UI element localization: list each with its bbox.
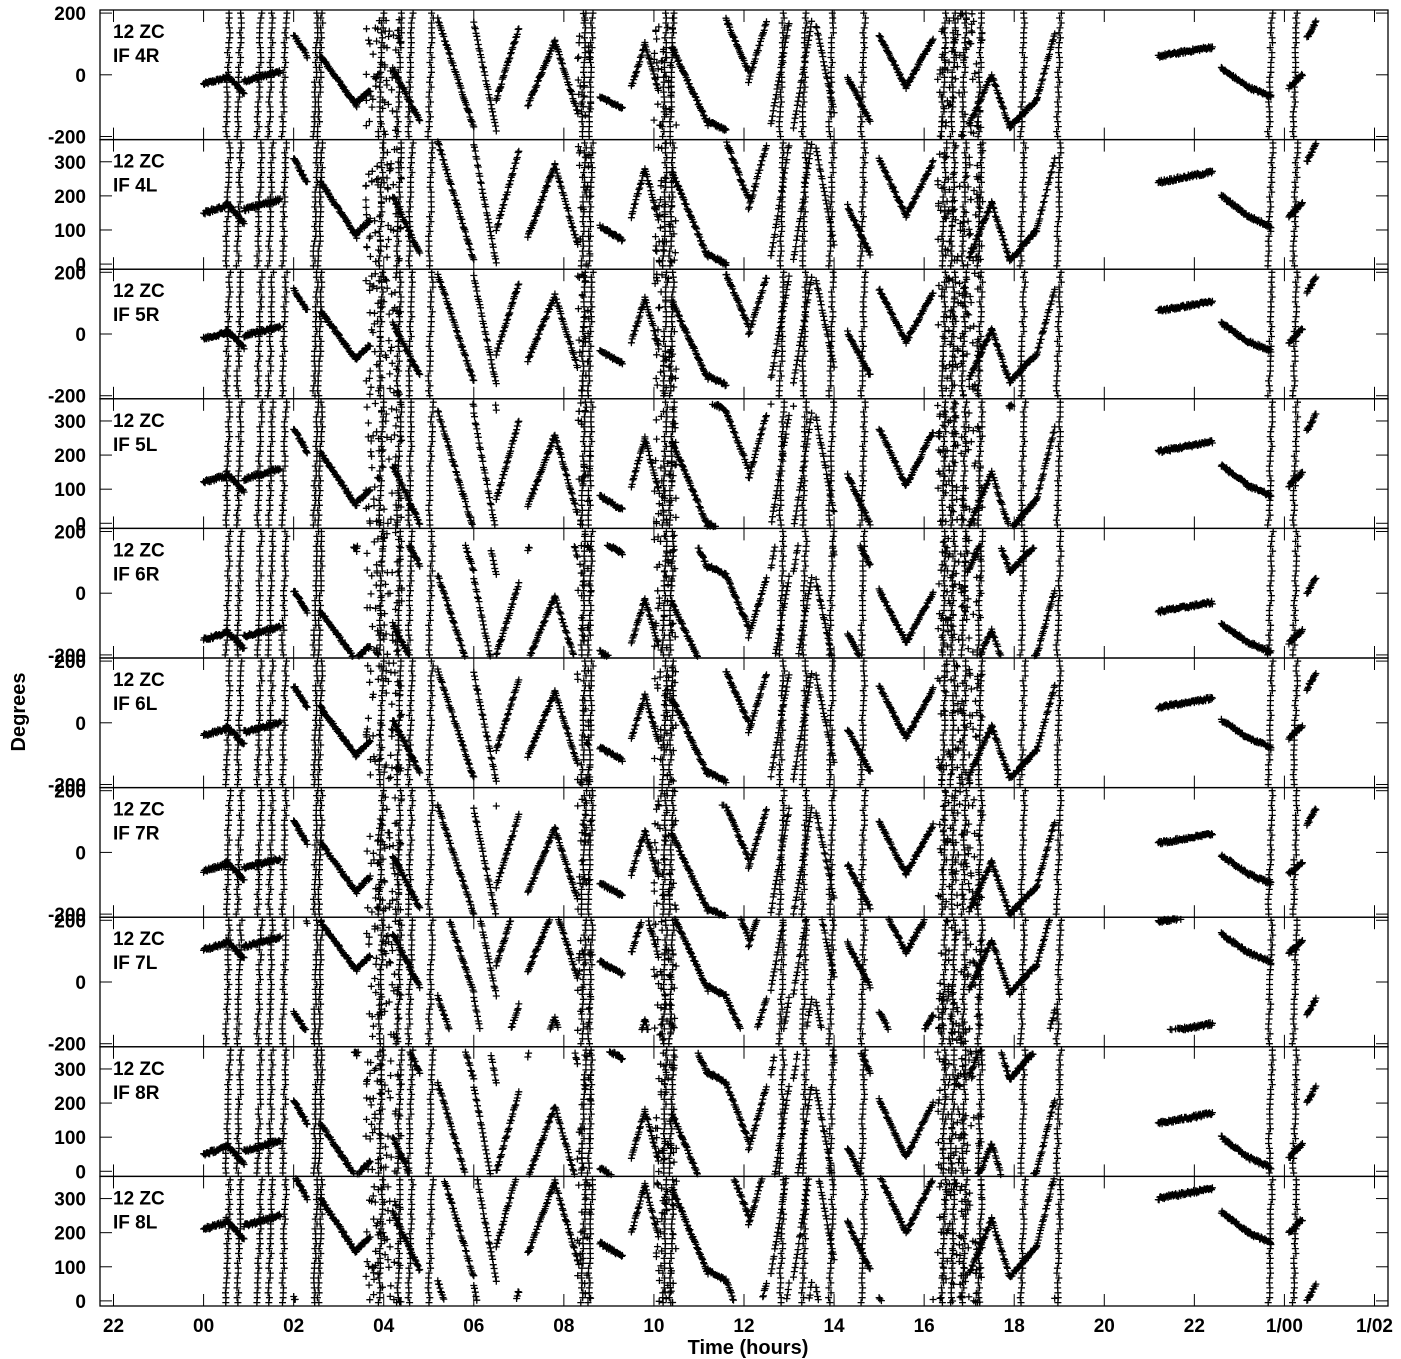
data-markers	[200, 915, 1320, 1048]
panel-if-label: IF 8R	[113, 1083, 160, 1104]
y-tick-label: 0	[75, 584, 86, 605]
y-tick-label: 300	[54, 412, 86, 433]
y-tick-label: 300	[54, 1060, 86, 1081]
panel-if-label: IF 6R	[113, 564, 160, 585]
panel-source-label: 12 ZC	[113, 152, 165, 173]
panel-if-5l: 300 200 100 0 12 ZC IF 5L	[54, 398, 1389, 535]
x-tick-label: 02	[283, 1316, 304, 1337]
y-tick-label: 0	[75, 1292, 86, 1313]
panel-if-8l: 300 200 100 0 12 ZC IF 8L	[54, 1175, 1389, 1313]
x-tick-label: 18	[1004, 1316, 1025, 1337]
y-tick-label: -200	[48, 1035, 86, 1056]
y-tick-label: 100	[54, 1258, 86, 1279]
y-tick-label: 200	[54, 446, 86, 467]
data-markers	[200, 528, 1320, 660]
panel-if-label: IF 6L	[113, 694, 158, 715]
panel-frame	[99, 9, 1389, 141]
y-tick-label: 200	[54, 4, 86, 25]
y-tick-label: 0	[75, 66, 86, 87]
y-tick-label: 200	[54, 263, 86, 284]
panel-frame	[99, 1046, 1389, 1178]
y-tick-label: 200	[54, 911, 86, 932]
x-tick-label: 14	[823, 1316, 845, 1337]
data-markers	[200, 1046, 1320, 1179]
y-tick-label: 100	[54, 221, 86, 242]
panel-source-label: 12 ZC	[113, 929, 165, 950]
panel-source-label: 12 ZC	[113, 1059, 165, 1080]
x-tick-label: 16	[914, 1316, 935, 1337]
y-tick-label: -200	[48, 646, 86, 667]
x-tick-label: 12	[733, 1316, 754, 1337]
panel-if-6r: 200 0 -200 12 ZC IF 6R	[48, 522, 1389, 667]
panel-if-4r: 200 0 -200 12 ZC IF 4R	[48, 4, 1389, 149]
panel-if-label: IF 5L	[113, 435, 158, 456]
panel-source-label: 12 ZC	[113, 670, 165, 691]
data-markers	[200, 787, 1320, 919]
y-axis-label: Degrees	[8, 673, 30, 752]
x-axis-tick-labels: 22 00 02 04 06 08 10 12 14 16 18 20 22 1/00 1/02	[103, 1316, 1393, 1337]
panel-if-5r: 200 0 -200 12 ZC IF 5R	[48, 263, 1389, 408]
panel-if-6l: 200 0 -200 12 ZC IF 6L	[48, 652, 1389, 797]
panel-source-label: 12 ZC	[113, 411, 165, 432]
y-tick-label: -200	[48, 776, 86, 797]
y-tick-label: 0	[75, 514, 86, 535]
y-tick-label: -200	[48, 387, 86, 408]
panel-if-label: IF 4R	[113, 46, 160, 67]
y-tick-label: 100	[54, 1128, 86, 1149]
x-tick-label: 08	[553, 1316, 574, 1337]
y-tick-label: 300	[54, 1190, 86, 1211]
y-tick-label: 200	[54, 187, 86, 208]
y-tick-label: 200	[54, 522, 86, 543]
data-markers	[200, 9, 1320, 140]
y-tick-label: 0	[75, 255, 86, 276]
y-tick-label: -200	[48, 905, 86, 926]
panel-if-7l: 200 0 -200 12 ZC IF 7L	[48, 911, 1389, 1056]
panel-source-label: 12 ZC	[113, 800, 165, 821]
x-axis-label: Time (hours)	[688, 1337, 809, 1359]
x-tick-label: 1/00	[1266, 1316, 1303, 1337]
panel-source-label: 12 ZC	[113, 540, 165, 561]
y-tick-label: 0	[75, 973, 86, 994]
data-markers	[200, 398, 1320, 531]
y-tick-label: 100	[54, 480, 86, 501]
y-tick-label: 0	[75, 1162, 86, 1183]
panel-if-label: IF 4L	[113, 176, 158, 197]
x-tick-label: 00	[193, 1316, 214, 1337]
panel-frame	[99, 657, 1389, 789]
data-markers	[200, 268, 1320, 400]
y-tick-label: 0	[75, 714, 86, 735]
panel-if-label: IF 7R	[113, 824, 160, 845]
x-tick-label: 20	[1094, 1316, 1115, 1337]
panel-if-4l: 300 200 100 0 12 ZC IF 4L	[54, 138, 1389, 276]
panel-if-8r: 300 200 100 0 12 ZC IF 8R	[54, 1046, 1389, 1183]
panel-if-label: IF 7L	[113, 953, 158, 974]
y-tick-label: 0	[75, 325, 86, 346]
x-tick-label: 10	[643, 1316, 664, 1337]
x-tick-label: 1/02	[1356, 1316, 1393, 1337]
y-tick-label: 200	[54, 1224, 86, 1245]
panel-if-label: IF 8L	[113, 1212, 158, 1233]
y-tick-label: 300	[54, 153, 86, 174]
panel-source-label: 12 ZC	[113, 281, 165, 302]
panel-if-label: IF 5R	[113, 305, 160, 326]
x-tick-label: 04	[373, 1316, 395, 1337]
data-markers	[200, 138, 1320, 270]
y-tick-label: 200	[54, 652, 86, 673]
panel-frame	[99, 398, 1389, 530]
data-markers	[200, 1175, 1320, 1307]
x-tick-label: 22	[1184, 1316, 1205, 1337]
x-tick-label: 06	[463, 1316, 484, 1337]
panel-source-label: 12 ZC	[113, 22, 165, 43]
y-tick-label: 200	[54, 782, 86, 803]
y-tick-label: 0	[75, 843, 86, 864]
panel-source-label: 12 ZC	[113, 1188, 165, 1209]
x-tick-label: 22	[103, 1316, 124, 1337]
data-markers	[200, 657, 1320, 788]
y-tick-label: 200	[54, 1094, 86, 1115]
panel-if-7r: 200 0 -200 12 ZC IF 7R	[48, 782, 1389, 926]
y-tick-label: -200	[48, 128, 86, 149]
